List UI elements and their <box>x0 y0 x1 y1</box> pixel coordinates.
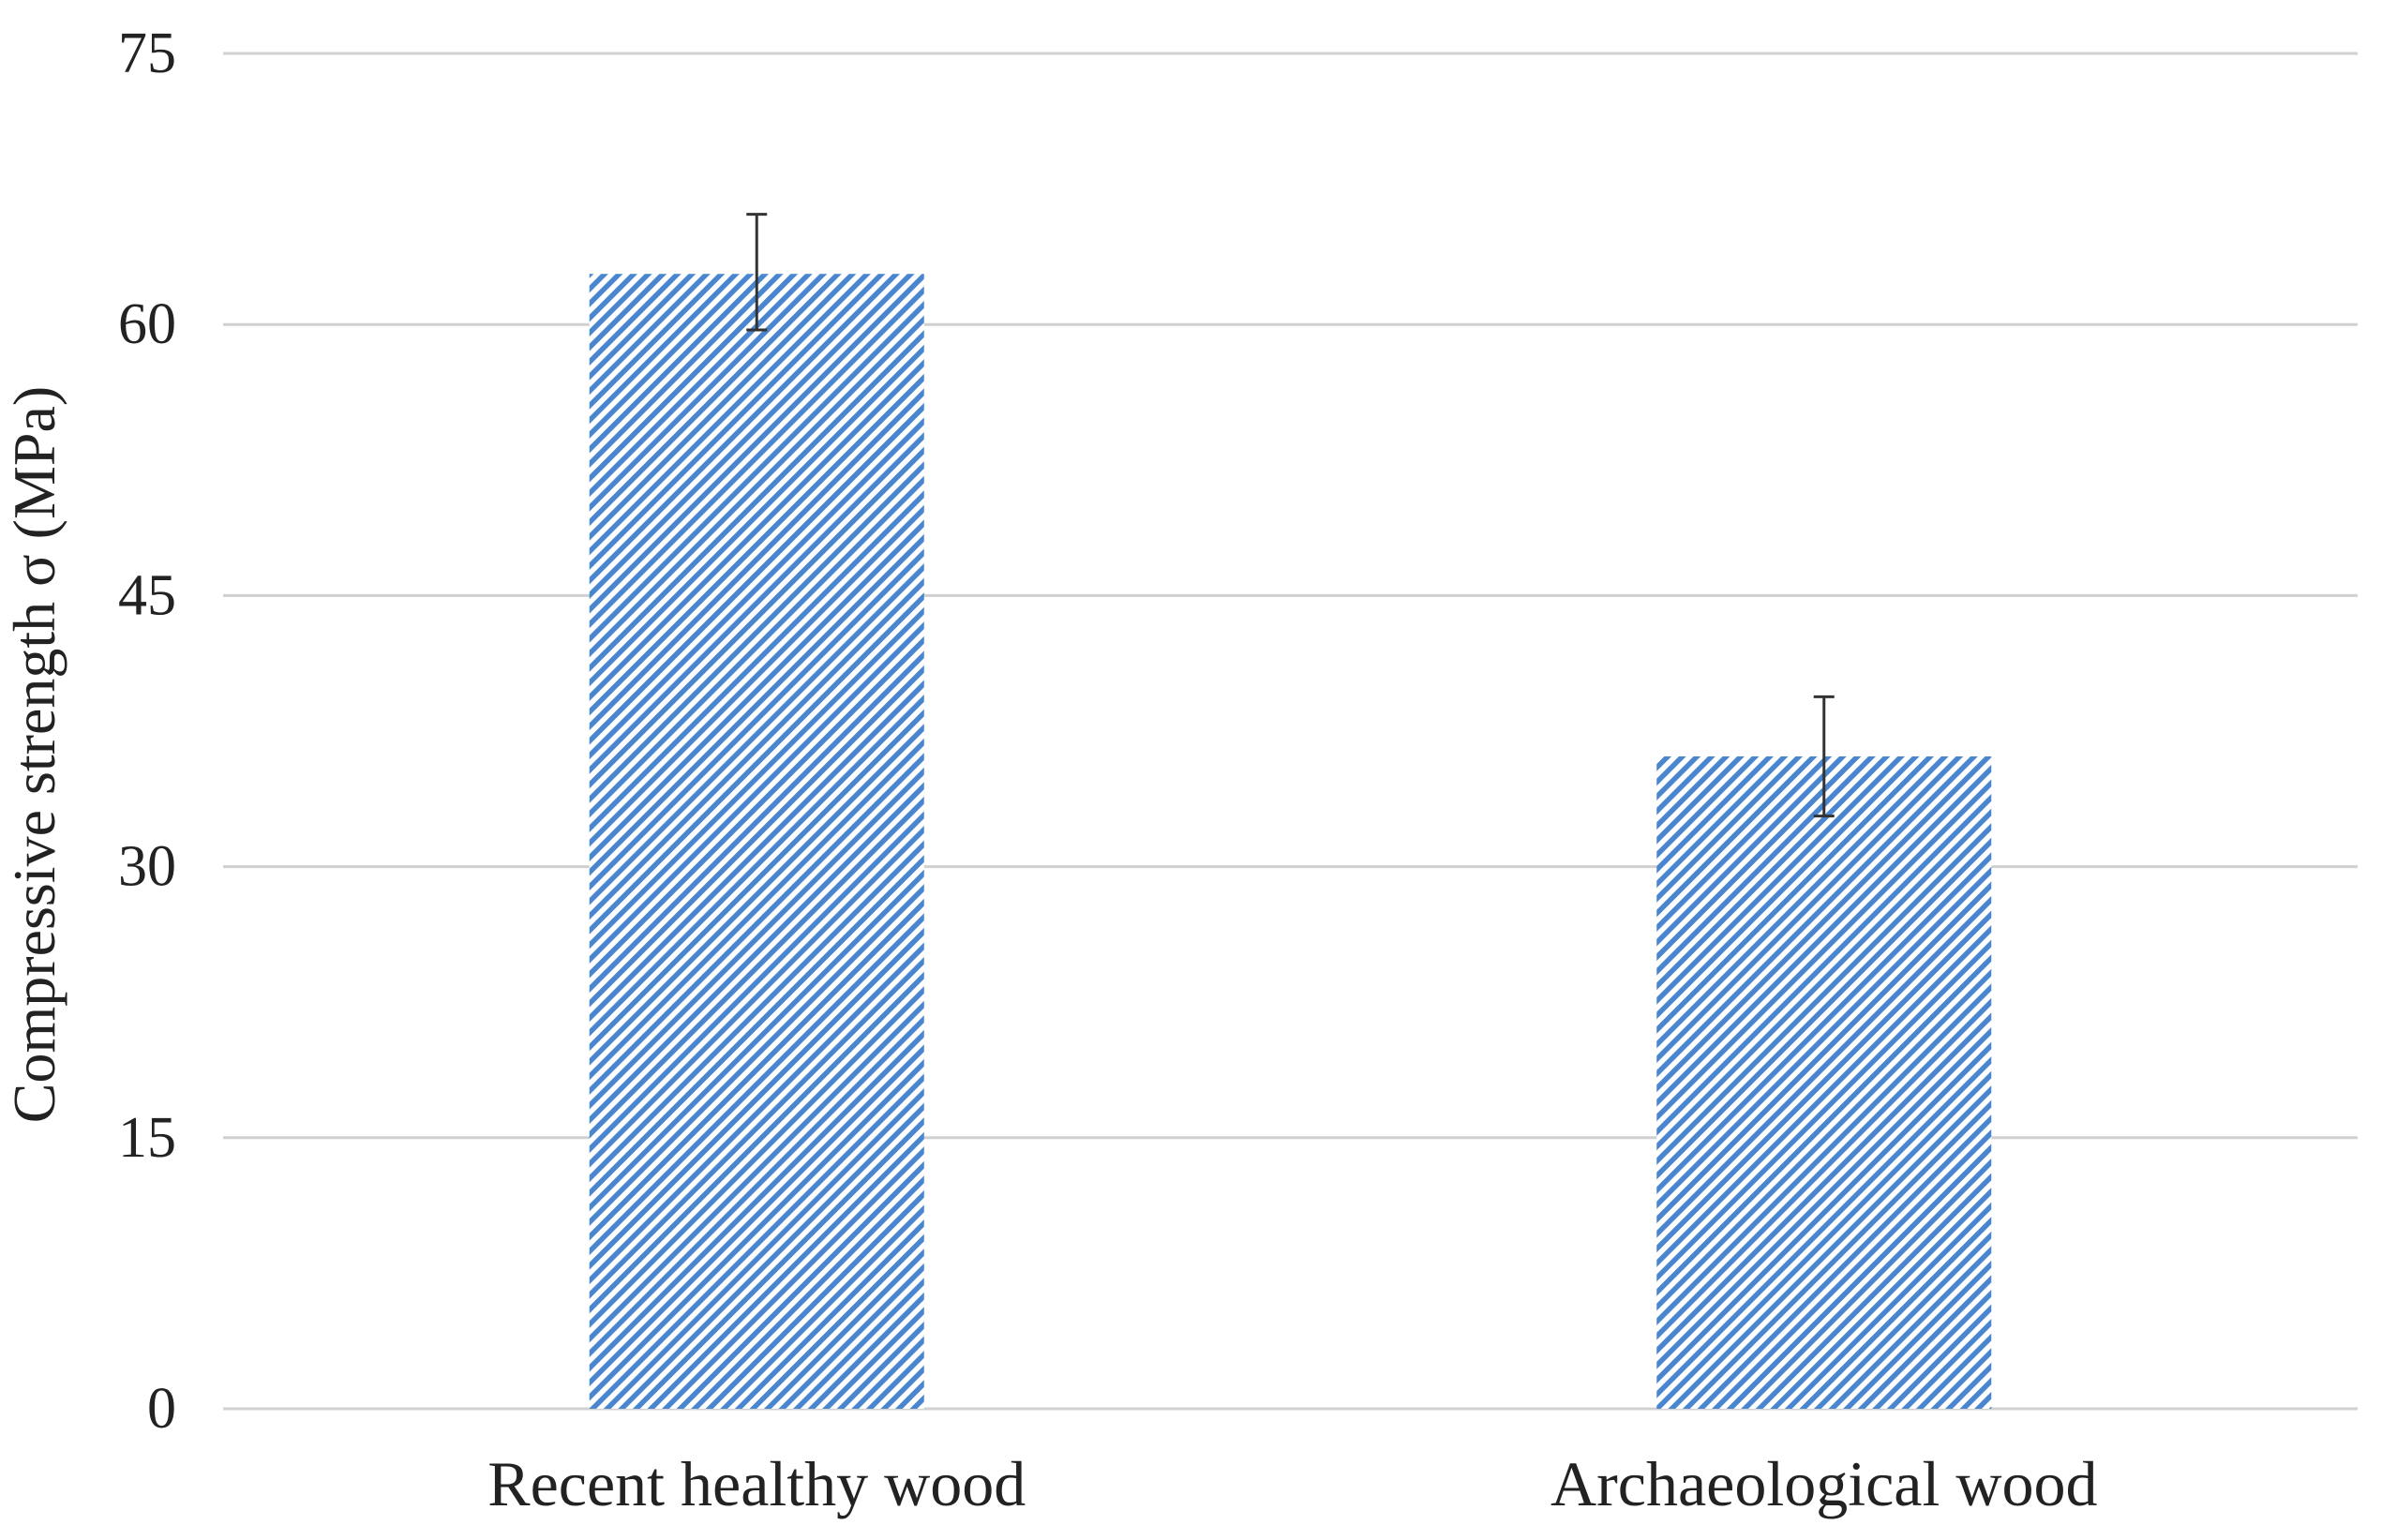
x-category-label: Archaeological wood <box>1551 1448 2097 1519</box>
bars <box>589 274 1992 1409</box>
gridlines <box>223 52 2358 1411</box>
y-axis-title: Compressive strength σ (MPa) <box>1 386 67 1123</box>
x-category-label: Recent healthy wood <box>487 1448 1026 1519</box>
y-tick-label: 60 <box>118 292 176 356</box>
y-tick-label: 75 <box>118 22 176 85</box>
bar <box>1656 755 1992 1409</box>
x-axis-categories: Recent healthy wood Archaeological wood <box>487 1448 2097 1519</box>
bar <box>589 274 924 1409</box>
error-bar <box>746 213 768 332</box>
error-bars <box>746 213 1835 818</box>
y-tick-label: 15 <box>118 1106 176 1170</box>
error-bar <box>1813 695 1835 818</box>
y-axis-ticks: 0 15 30 45 60 75 <box>118 22 176 1441</box>
y-tick-label: 0 <box>147 1377 176 1441</box>
y-tick-label: 30 <box>118 835 176 899</box>
y-tick-label: 45 <box>118 563 176 627</box>
